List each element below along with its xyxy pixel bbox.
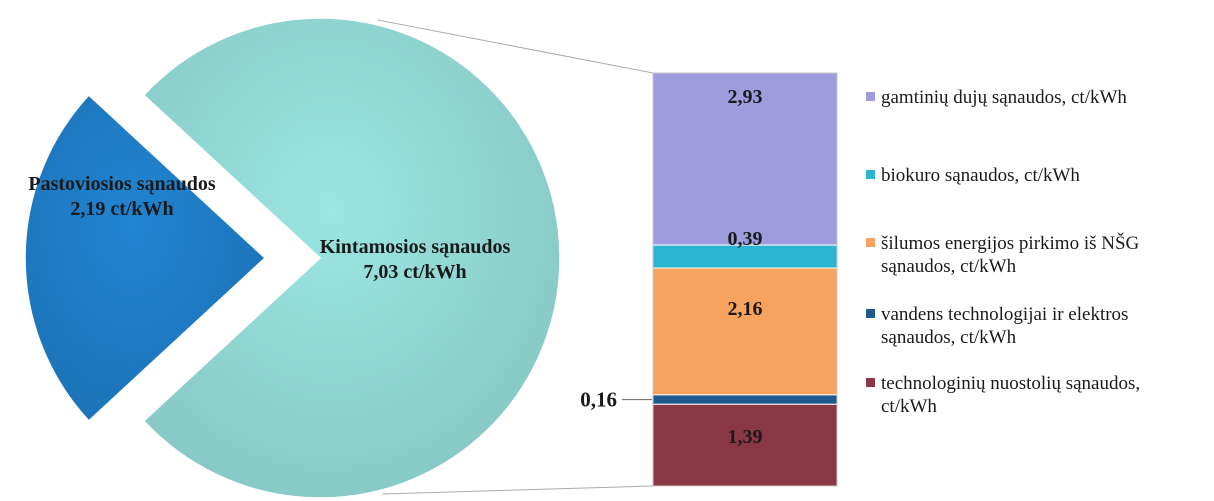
legend-entry: vandens technologijai ir elektros sąnaudo… [881,304,1128,348]
legend: gamtinių dujų sąnaudos, ct/kWh biokuro są… [866,87,1140,417]
bar-segment [652,72,838,246]
legend-entry: biokuro sąnaudos, ct/kWh [881,165,1080,186]
legend-swatch [866,309,875,318]
bar-segment [652,267,838,396]
pie-labels: Pastoviosios sąnaudos 2,19 ct/kWh Kintamos… [28,173,510,283]
legend-swatch [866,92,875,101]
bar-labels: 2,93 0,39 2,16 1,39 0,16 [580,86,762,448]
bar-value-label: 2,93 [728,86,763,108]
bar-segment [652,403,838,487]
connector-line-bottom [382,485,654,495]
bar-value-label: 2,16 [728,298,763,320]
legend-entry: šilumos energijos pirkimo iš NŠG sąnaudos… [881,232,1140,277]
pie-slice [142,17,561,499]
bar-value-label: 0,16 [580,388,617,412]
pie-slice-label: Kintamosios sąnaudos [320,236,511,258]
legend-swatch [866,238,875,247]
connector-line-top [377,19,654,74]
pie-slice-value: 2,19 ct/kWh [70,198,173,220]
bar-value-label: 1,39 [728,426,763,448]
legend-entry: gamtinių dujų sąnaudos, ct/kWh [881,87,1127,108]
pie-slice-value: 7,03 ct/kWh [363,261,466,283]
legend-swatch [866,170,875,179]
pie-slice-label: Pastoviosios sąnaudos [28,173,215,195]
legend-swatch [866,378,875,387]
legend-entry: technologinių nuostolių sąnaudos, ct/kWh [881,373,1140,417]
connector-lines [377,19,654,495]
pie-slice [24,94,267,422]
bar-segment [652,394,838,405]
bar-value-label: 0,39 [728,228,763,250]
bar-outline [652,72,838,487]
stacked-bar [652,72,838,487]
pie-chart [24,17,561,499]
